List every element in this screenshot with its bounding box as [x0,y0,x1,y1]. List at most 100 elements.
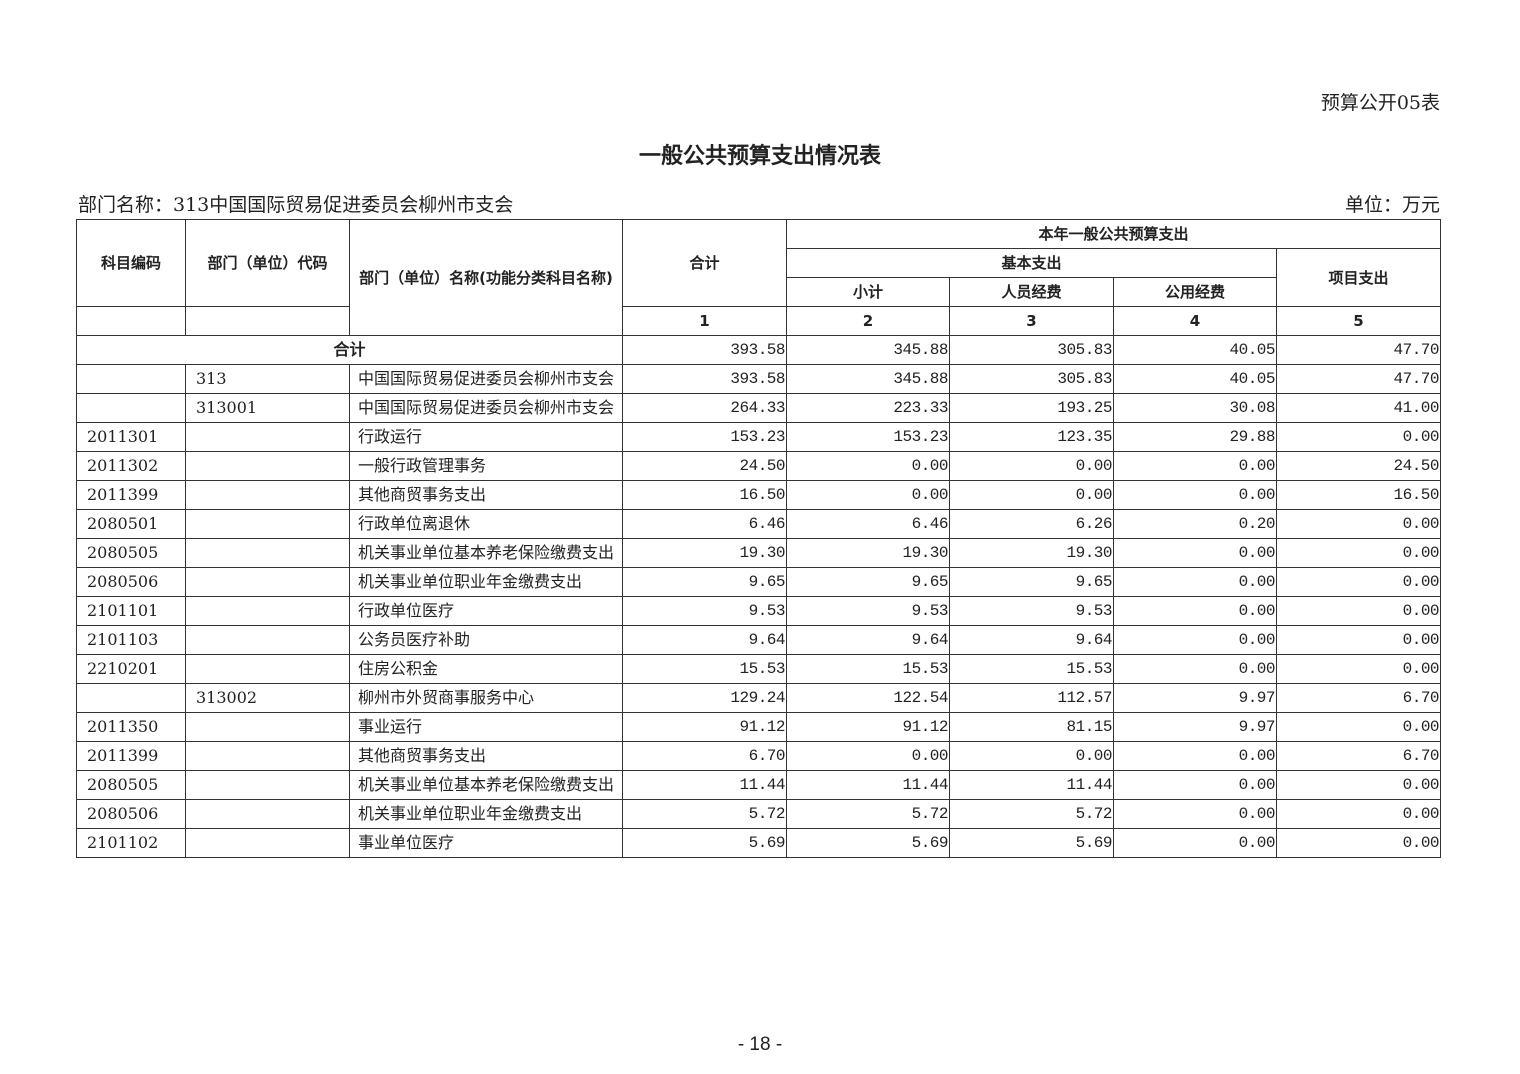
amount: 0.00 [1113,625,1277,655]
amount: 9.53 [622,596,787,626]
subject-code [76,393,186,423]
dept-name: 行政单位离退休 [349,509,623,539]
dept-code [185,567,350,597]
amount: 24.50 [1275,451,1442,481]
subject-code: 2011302 [76,451,186,481]
dept-code [185,741,350,771]
amount: 16.50 [622,480,787,510]
subject-code: 2011350 [76,712,186,742]
amount: 11.44 [949,770,1114,800]
page-number: - 18 - [737,1034,783,1055]
table-row: 313002 柳州市外贸商事服务中心 129.24 122.54 112.57 9.97 6… [76,683,1442,713]
amount: 40.05 [1113,364,1277,394]
header-blank [76,306,186,336]
amount: 15.53 [786,654,950,684]
subject-code: 2080505 [76,770,186,800]
subject-code: 2101103 [76,625,186,655]
amount: 0.20 [1113,509,1277,539]
amount: 9.53 [786,596,950,626]
table-row: 2080505 机关事业单位基本养老保险缴费支出 19.30 19.30 19.30 0.… [76,538,1442,568]
amount: 193.25 [949,393,1114,423]
amount: 5.72 [949,799,1114,829]
dept-name: 中国国际贸易促进委员会柳州市支会 [349,364,623,394]
amount: 0.00 [1113,480,1277,510]
amount: 6.26 [949,509,1114,539]
amount: 0.00 [1113,538,1277,568]
table-row: 313001 中国国际贸易促进委员会柳州市支会 264.33 223.33 193.25… [76,393,1442,423]
amount: 9.65 [949,567,1114,597]
amount: 9.64 [786,625,950,655]
amount: 0.00 [1275,828,1442,858]
total-label: 合计 [76,335,623,365]
dept-name: 事业运行 [349,712,623,742]
total-row: 合计 393.58 345.88 305.83 40.05 47.70 [76,335,1442,365]
amount: 0.00 [1275,770,1442,800]
dept-name: 机关事业单位基本养老保险缴费支出 [349,538,623,568]
amount: 0.00 [1275,567,1442,597]
amount: 0.00 [1275,654,1442,684]
dept-name: 机关事业单位职业年金缴费支出 [349,567,623,597]
amount: 0.00 [1275,625,1442,655]
subject-code: 2080506 [76,567,186,597]
amount: 0.00 [786,480,950,510]
amount: 0.00 [786,741,950,771]
amount: 9.65 [622,567,787,597]
dept-name: 机关事业单位职业年金缴费支出 [349,799,623,829]
amount: 30.08 [1113,393,1277,423]
amount: 5.69 [622,828,787,858]
amount: 9.97 [1113,683,1277,713]
amount: 15.53 [949,654,1114,684]
dept-code [185,451,350,481]
table-row: 2101101 行政单位医疗 9.53 9.53 9.53 0.00 0.00 [76,596,1442,626]
table-row: 2080501 行政单位离退休 6.46 6.46 6.26 0.20 0.00 [76,509,1442,539]
amount: 16.50 [1275,480,1442,510]
unit-label: 单位：万元 [1344,194,1440,216]
amount: 11.44 [622,770,787,800]
amount: 5.72 [622,799,787,829]
amount: 264.33 [622,393,787,423]
amount: 345.88 [786,364,950,394]
amount: 11.44 [786,770,950,800]
subject-code: 2080506 [76,799,186,829]
amount: 0.00 [1113,828,1277,858]
amount: 0.00 [1113,451,1277,481]
dept-code [185,828,350,858]
total-value: 393.58 [622,335,787,365]
dept-code [185,422,350,452]
amount: 6.70 [622,741,787,771]
total-value: 345.88 [786,335,950,365]
dept-name: 公务员医疗补助 [349,625,623,655]
header-blank [185,306,350,336]
subject-code: 2011399 [76,480,186,510]
amount: 47.70 [1275,364,1442,394]
table-row: 2080506 机关事业单位职业年金缴费支出 5.72 5.72 5.72 0.00 0.0… [76,799,1442,829]
col-num: 3 [949,306,1114,336]
table-row: 2080506 机关事业单位职业年金缴费支出 9.65 9.65 9.65 0.00 0.0… [76,567,1442,597]
amount: 6.46 [622,509,787,539]
amount: 9.64 [622,625,787,655]
amount: 0.00 [1113,654,1277,684]
amount: 0.00 [1275,596,1442,626]
amount: 305.83 [949,364,1114,394]
dept-code: 313 [185,364,350,394]
col-num: 4 [1113,306,1277,336]
dept-name: 机关事业单位基本养老保险缴费支出 [349,770,623,800]
amount: 0.00 [1275,712,1442,742]
subject-code: 2080505 [76,538,186,568]
dept-code [185,480,350,510]
budget-table: 科目编码 部门（单位）代码 部门（单位）名称(功能分类科目名称) 合计 本年一般… [76,219,1442,858]
amount: 0.00 [1113,596,1277,626]
subject-code: 2210201 [76,654,186,684]
amount: 15.53 [622,654,787,684]
dept-code [185,538,350,568]
amount: 0.00 [1113,567,1277,597]
amount: 0.00 [1275,538,1442,568]
amount: 112.57 [949,683,1114,713]
col-num: 5 [1275,306,1442,336]
header-subject-code: 科目编码 [76,219,186,307]
amount: 6.46 [786,509,950,539]
amount: 5.69 [786,828,950,858]
total-value: 305.83 [949,335,1114,365]
amount: 9.65 [786,567,950,597]
col-num: 2 [786,306,950,336]
